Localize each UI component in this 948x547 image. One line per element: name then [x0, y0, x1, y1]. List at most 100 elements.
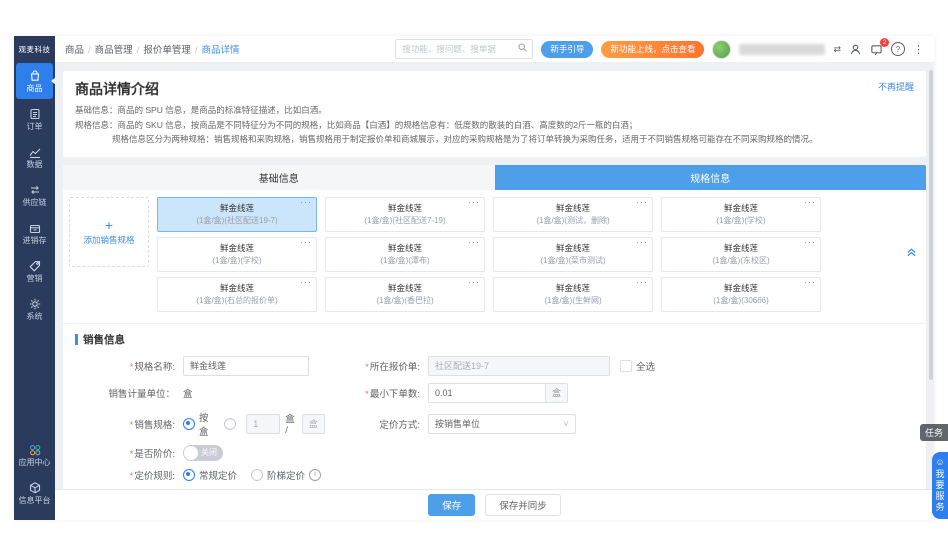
qty-input[interactable] [246, 413, 281, 434]
sales-info-section: 销售信息 规格名称: 所在报价单: 全选 [63, 322, 926, 512]
card-menu-icon[interactable] [804, 277, 816, 287]
vertical-scrollbar[interactable] [929, 70, 933, 380]
spec-card[interactable]: 鲜金线莲 (1盒/盒)(香巴拉) [325, 276, 485, 312]
sidebar-item-inventory[interactable]: 进销存 [16, 215, 53, 251]
card-menu-icon[interactable] [468, 277, 480, 287]
card-menu-icon[interactable] [300, 277, 312, 287]
spec-card-title: 鲜金线莲 [387, 243, 422, 253]
cube-icon [28, 481, 42, 495]
select-all-checkbox[interactable] [620, 359, 632, 372]
spec-card[interactable]: 鲜金线莲 (1盒/盒)(社区配送19-7) [157, 196, 317, 232]
spec-card-title: 鲜金线莲 [723, 203, 758, 213]
breadcrumb-item[interactable]: 报价单管理 [143, 42, 197, 56]
pricing-method-label: 定价方式: [379, 419, 420, 431]
spec-card[interactable]: 鲜金线莲 (1盒/盒)(学校) [157, 236, 317, 272]
breadcrumb-item[interactable]: 商品管理 [95, 42, 140, 56]
sidebar-item-orders[interactable]: 订单 [16, 101, 53, 137]
switch-account-icon[interactable]: ⇄ [833, 43, 841, 54]
min-order-input[interactable] [428, 382, 546, 403]
sidebar-item-data[interactable]: 数据 [16, 139, 53, 175]
spec-card[interactable]: 鲜金线莲 (1盒/盒)(30666) [661, 276, 821, 312]
spec-card[interactable]: 鲜金线莲 (1盒/盒)(社区配送7-19) [325, 196, 485, 232]
search-icon[interactable] [517, 40, 528, 58]
card-menu-icon[interactable] [300, 237, 312, 247]
card-menu-icon[interactable] [804, 237, 816, 247]
card-menu-icon[interactable] [636, 197, 648, 207]
pricing-method-select[interactable]: 按销售单位 ∨ [428, 413, 576, 434]
spec-card[interactable]: 鲜金线莲 (1盒/盒)(东校区) [661, 236, 821, 272]
breadcrumb-item[interactable]: 商品 [65, 42, 91, 56]
spec-card-subtitle: (1盒/盒)(学校) [212, 256, 262, 265]
add-sale-spec-button[interactable]: + 添加销售规格 [69, 196, 149, 267]
breadcrumb-item[interactable]: 商品详情 [201, 45, 240, 56]
spec-card-subtitle: (1盒/盒)(生鲜网) [544, 296, 602, 305]
spec-card-title: 鲜金线莲 [219, 243, 254, 253]
quote-sheet-label: 所在报价单: [325, 359, 428, 373]
spec-panel: 基础信息 规格信息 + 添加销售规格 鲜金线莲 (1 [63, 164, 926, 512]
page-title: 商品详情介绍 [75, 81, 159, 97]
radio-per-box[interactable] [183, 417, 195, 430]
action-footer: 保存 保存并同步 [55, 489, 934, 520]
gear-icon [28, 297, 42, 311]
card-menu-icon[interactable] [468, 237, 480, 247]
kebab-menu-icon[interactable] [913, 43, 924, 56]
section-title: 销售信息 [75, 324, 914, 349]
spec-card[interactable]: 鲜金线莲 (1盒/盒)(生鲜网) [493, 276, 653, 312]
save-button[interactable]: 保存 [428, 494, 476, 516]
radio-regular-pricing[interactable] [183, 468, 195, 481]
avatar[interactable] [712, 39, 732, 59]
card-menu-icon[interactable] [636, 277, 648, 287]
tag-icon [28, 259, 42, 273]
sale-spec-label: 销售规格: [75, 417, 183, 431]
tabs: 基础信息 规格信息 [63, 164, 926, 190]
plus-icon: + [104, 216, 114, 233]
sale-unit-label: 销售计量单位： [108, 388, 175, 400]
collapse-chevron-icon[interactable] [905, 245, 918, 263]
task-floating-tab[interactable]: 任务 [919, 424, 948, 441]
spec-card[interactable]: 鲜金线莲 (1盒/盒)(菜市测试) [493, 236, 653, 272]
spec-card-title: 鲜金线莲 [219, 203, 254, 213]
support-icon[interactable] [849, 43, 862, 56]
sidebar-item-system[interactable]: 系统 [16, 291, 53, 327]
spec-card[interactable]: 鲜金线莲 (1盒/盒)(测试，删除) [493, 196, 653, 232]
spec-card[interactable]: 鲜金线莲 (1盒/盒)(学校) [661, 196, 821, 232]
spec-card[interactable]: 鲜金线莲 (1盒/盒)(潭布) [325, 236, 485, 272]
spec-card-grid: 鲜金线莲 (1盒/盒)(社区配送19-7) 鲜金线莲 (1盒/盒)(社区配送7-… [157, 196, 821, 312]
tab-basic-info[interactable]: 基础信息 [63, 164, 495, 190]
sidebar-item-supply-chain[interactable]: 供应链 [16, 177, 53, 213]
qty-unit-box: 盒 [301, 413, 326, 434]
breadcrumb[interactable]: 商品商品管理报价单管理商品详情 [65, 42, 243, 56]
chart-icon [28, 145, 42, 159]
intro-line: 规格信息：商品的 SKU 信息，按商品是不同特征分为不同的规格，比如商品【白酒】… [75, 119, 638, 130]
card-menu-icon[interactable] [636, 237, 648, 247]
sidebar-item-marketing[interactable]: 营销 [16, 253, 53, 289]
radio-tier-pricing[interactable] [251, 468, 264, 481]
supply-chain-icon [28, 183, 42, 197]
message-badge: 2 [880, 37, 889, 47]
spec-card[interactable]: 鲜金线莲 (1盒/盒)(石总的报价单) [157, 276, 317, 312]
save-and-sync-button[interactable]: 保存并同步 [485, 494, 561, 516]
card-menu-icon[interactable] [300, 197, 312, 207]
app-window: 观麦科技 商品 订单 数据 供应链 进销存 营销 系统 [14, 36, 934, 520]
spec-name-input[interactable] [183, 355, 309, 376]
help-icon[interactable] [891, 42, 905, 56]
service-floating-tab[interactable]: ☺ 我要服务 [932, 452, 948, 519]
info-icon[interactable]: i [309, 468, 322, 481]
username-redacted [739, 43, 826, 55]
radio-custom-qty[interactable] [224, 417, 237, 430]
global-search[interactable] [395, 39, 534, 59]
card-menu-icon[interactable] [804, 197, 816, 207]
search-input[interactable] [400, 43, 518, 55]
sidebar-item-app-center[interactable]: 应用中心 [16, 437, 53, 473]
sidebar-item-goods[interactable]: 商品 [16, 63, 56, 99]
step-price-toggle[interactable]: 关闭 [183, 444, 223, 461]
card-menu-icon[interactable] [468, 197, 480, 207]
quote-sheet-input [428, 355, 610, 376]
tab-spec-info[interactable]: 规格信息 [494, 164, 926, 190]
message-icon[interactable]: 2 [870, 37, 889, 56]
new-feature-button[interactable]: 新功能上线，点击查看 [601, 40, 705, 58]
dismiss-link[interactable]: 不再提醒 [877, 82, 914, 92]
spec-card-subtitle: (1盒/盒)(测试，删除) [536, 216, 610, 225]
newbie-guide-button[interactable]: 新手引导 [541, 40, 594, 58]
sidebar-item-info-platform[interactable]: 信息平台 [16, 475, 53, 511]
